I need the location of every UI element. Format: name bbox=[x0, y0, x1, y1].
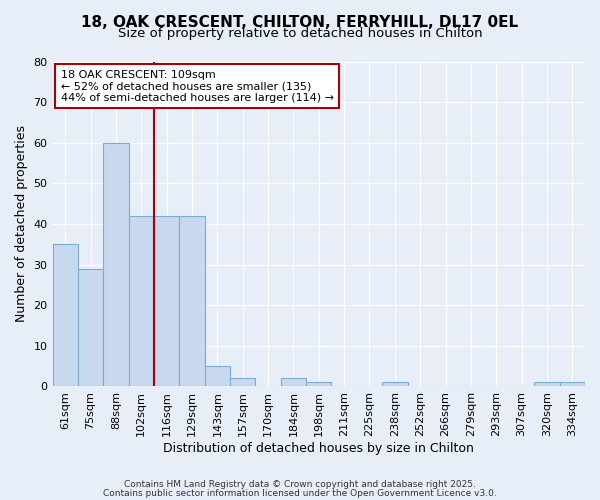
Y-axis label: Number of detached properties: Number of detached properties bbox=[15, 126, 28, 322]
Bar bbox=[534, 382, 560, 386]
Bar bbox=[306, 382, 331, 386]
Text: 18 OAK CRESCENT: 109sqm
← 52% of detached houses are smaller (135)
44% of semi-d: 18 OAK CRESCENT: 109sqm ← 52% of detache… bbox=[61, 70, 334, 103]
Bar bbox=[560, 382, 585, 386]
Bar bbox=[154, 216, 179, 386]
Text: Size of property relative to detached houses in Chilton: Size of property relative to detached ho… bbox=[118, 28, 482, 40]
Bar bbox=[205, 366, 230, 386]
Text: Contains HM Land Registry data © Crown copyright and database right 2025.: Contains HM Land Registry data © Crown c… bbox=[124, 480, 476, 489]
Bar bbox=[179, 216, 205, 386]
Text: Contains public sector information licensed under the Open Government Licence v3: Contains public sector information licen… bbox=[103, 489, 497, 498]
Bar bbox=[128, 216, 154, 386]
Bar bbox=[103, 142, 128, 386]
X-axis label: Distribution of detached houses by size in Chilton: Distribution of detached houses by size … bbox=[163, 442, 474, 455]
Bar bbox=[382, 382, 407, 386]
Bar bbox=[281, 378, 306, 386]
Bar bbox=[78, 268, 103, 386]
Bar bbox=[230, 378, 256, 386]
Text: 18, OAK CRESCENT, CHILTON, FERRYHILL, DL17 0EL: 18, OAK CRESCENT, CHILTON, FERRYHILL, DL… bbox=[82, 15, 518, 30]
Bar bbox=[53, 244, 78, 386]
